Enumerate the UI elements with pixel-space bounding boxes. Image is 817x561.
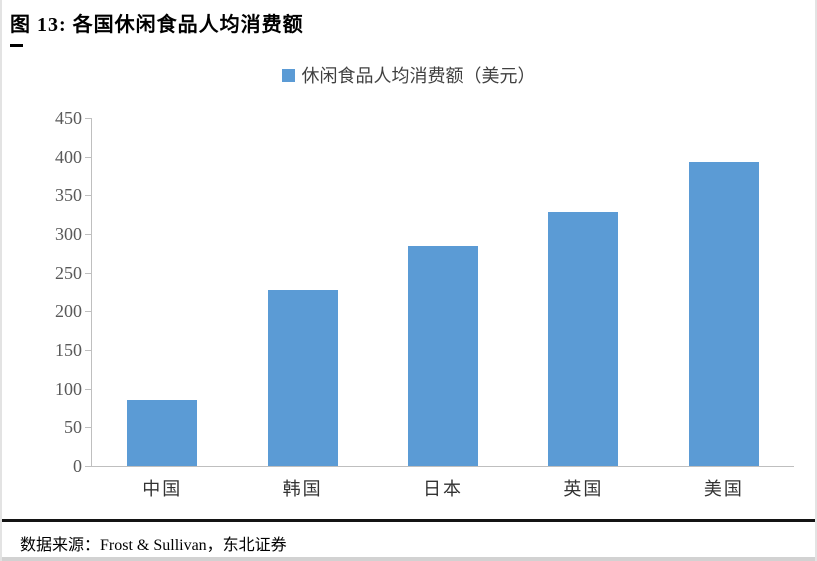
bar-slot [92,118,232,466]
legend-color-swatch [281,68,295,82]
figure-title: 图 13: 各国休闲食品人均消费额 [10,14,304,36]
y-axis-line [91,118,92,467]
y-tick-label: 350 [55,185,82,206]
y-tick-mark [85,195,91,197]
bar-slot [654,118,794,466]
y-tick-label: 150 [55,340,82,360]
y-tick-mark [85,156,91,158]
y-tick-label: 50 [64,417,82,438]
y-tick-mark [85,388,91,390]
y-tick-mark [85,272,91,274]
bar-日本 [408,245,479,466]
chart-legend: 休闲食品人均消费额（美元） [2,62,815,88]
y-tick-label: 400 [55,146,82,167]
y-tick-label: 0 [73,456,82,476]
x-category-label: 英国 [563,479,604,499]
y-tick-label: 100 [55,378,82,399]
y-tick-label: 450 [55,108,82,128]
y-tick-mark [85,350,91,351]
x-axis-line [91,466,794,467]
bar-英国 [548,212,619,466]
bar-slot [232,118,372,466]
x-category-label: 中国 [142,479,183,499]
x-category-label: 日本 [423,479,464,499]
bar-美国 [688,162,759,466]
y-tick-mark [85,466,91,467]
y-tick-mark [85,311,91,313]
legend-label: 休闲食品人均消费额（美元） [301,66,536,86]
bar-series [92,118,794,466]
bar-韩国 [267,289,338,466]
bottom-edge-strip [2,557,815,561]
y-tick-mark [85,118,91,119]
y-tick-label: 200 [55,301,82,322]
bar-slot [513,118,653,466]
bar-中国 [127,400,198,466]
data-source-note: 数据来源：Frost & Sullivan，东北证券 [20,537,287,554]
y-tick-mark [85,427,91,429]
bar-slot [373,118,513,466]
underscore-mark [10,44,23,47]
x-category-label: 美国 [703,479,744,499]
footer-divider-line [2,519,815,522]
x-axis-labels: 中国 韩国 日本 英国 美国 [92,475,794,501]
y-tick-label: 300 [55,224,82,244]
y-tick-label: 250 [55,262,82,283]
y-tick-mark [85,234,91,235]
x-category-label: 韩国 [282,479,323,499]
